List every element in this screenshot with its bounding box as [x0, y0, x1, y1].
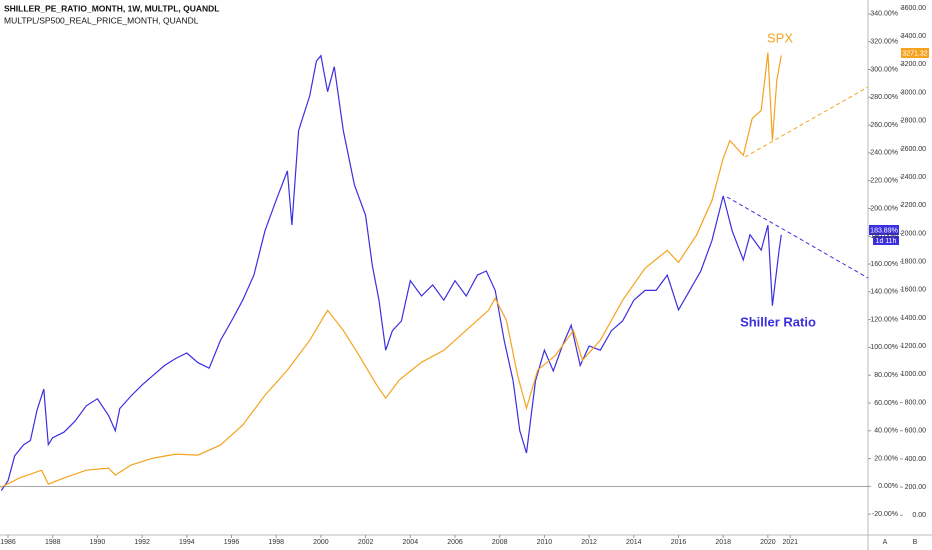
price-tag — [901, 48, 929, 58]
y-tick-label: 100.00% — [870, 344, 898, 351]
scale-button[interactable]: B — [913, 539, 918, 546]
series-line — [1, 52, 782, 488]
series-line — [0, 54, 782, 491]
y2-tick-label: 2800.00 — [901, 118, 926, 125]
y2-tick-label: 200.00 — [905, 484, 927, 491]
y-tick-label: 260.00% — [870, 122, 898, 129]
y-tick-label: 340.00% — [870, 11, 898, 18]
y-tick-label: 200.00% — [870, 205, 898, 212]
y2-tick-label: 2600.00 — [901, 146, 926, 153]
y-tick-label: 160.00% — [870, 261, 898, 268]
price-tag-label: 183.89% — [870, 227, 898, 234]
y2-tick-label: 800.00 — [905, 399, 927, 406]
x-tick-label: 1990 — [90, 539, 106, 546]
y-tick-label: 300.00% — [870, 66, 898, 73]
y-tick-label: 80.00% — [874, 372, 898, 379]
x-tick-label: 2012 — [581, 539, 597, 546]
x-tick-label: 1986 — [0, 539, 16, 546]
y2-tick-label: 1400.00 — [901, 315, 926, 322]
y2-tick-label: 0.00 — [912, 512, 926, 519]
trend-line — [744, 86, 869, 158]
y2-tick-label: 600.00 — [905, 428, 927, 435]
y-tick-label: 240.00% — [870, 150, 898, 157]
price-tag — [869, 225, 899, 235]
y-tick-label: 20.00% — [874, 455, 898, 462]
y-tick-label: 220.00% — [870, 177, 898, 184]
y2-tick-label: 1800.00 — [901, 258, 926, 265]
x-tick-label: 2018 — [715, 539, 731, 546]
y2-tick-label: 2000.00 — [901, 230, 926, 237]
annotation: SPX — [767, 30, 793, 45]
x-tick-label: 2021 — [782, 539, 798, 546]
x-tick-label: 1992 — [134, 539, 150, 546]
chart-subtitle: MULTPL/SP500_REAL_PRICE_MONTH, QUANDL — [4, 15, 199, 25]
y2-tick-label: 3200.00 — [901, 61, 926, 68]
x-tick-label: 2002 — [358, 539, 374, 546]
x-tick-label: 2020 — [760, 539, 776, 546]
y2-tick-label: 1200.00 — [901, 343, 926, 350]
y-tick-label: 180.00% — [870, 233, 898, 240]
y-tick-label: 0.00% — [878, 483, 898, 490]
y2-tick-label: 1600.00 — [901, 287, 926, 294]
y-tick-label: 320.00% — [870, 39, 898, 46]
x-tick-label: 1988 — [45, 539, 61, 546]
y-tick-label: 280.00% — [870, 94, 898, 101]
y2-tick-label: 3000.00 — [901, 89, 926, 96]
y2-tick-label: 3600.00 — [901, 5, 926, 12]
y-tick-label: 140.00% — [870, 289, 898, 296]
x-tick-label: 2010 — [537, 539, 553, 546]
scale-button[interactable]: A — [883, 539, 888, 546]
price-tag-label: 3271.32 — [902, 50, 927, 57]
y2-tick-label: 3400.00 — [901, 33, 926, 40]
x-tick-label: 1994 — [179, 539, 195, 546]
y2-tick-label: 400.00 — [905, 456, 927, 463]
y2-tick-label: 2200.00 — [901, 202, 926, 209]
x-tick-label: 1998 — [268, 539, 284, 546]
y-tick-label: 120.00% — [870, 316, 898, 323]
x-tick-label: 2006 — [447, 539, 463, 546]
y2-tick-label: 1000.00 — [901, 371, 926, 378]
y2-tick-label: 2400.00 — [901, 174, 926, 181]
x-tick-label: 2014 — [626, 539, 642, 546]
x-tick-label: 1996 — [224, 539, 240, 546]
plot-area — [0, 52, 868, 491]
annotation: Shiller Ratio — [740, 314, 816, 329]
x-tick-label: 2004 — [403, 539, 419, 546]
x-tick-label: 2016 — [671, 539, 687, 546]
y-tick-label: 60.00% — [874, 400, 898, 407]
chart-title: SHILLER_PE_RATIO_MONTH, 1W, MULTPL, QUAN… — [4, 3, 220, 13]
y-tick-label: 40.00% — [874, 428, 898, 435]
price-tag — [873, 236, 899, 245]
y-tick-label: -20.00% — [872, 511, 898, 518]
price-tag-label: 1d 11h — [876, 238, 897, 245]
trend-line — [726, 196, 869, 279]
x-tick-label: 2000 — [313, 539, 329, 546]
x-tick-label: 2008 — [492, 539, 508, 546]
